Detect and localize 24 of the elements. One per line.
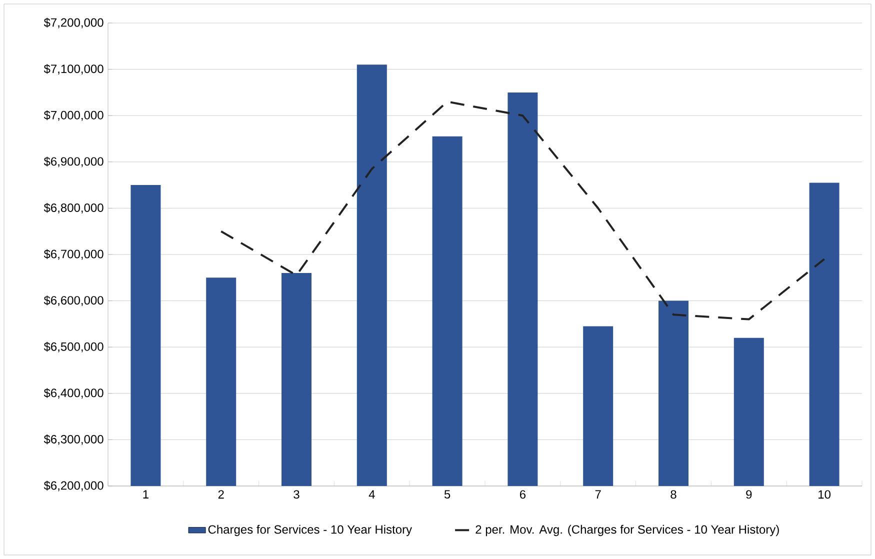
legend-label: 2 per. Mov. Avg. (Charges for Services - 10 Year History) — [476, 524, 779, 536]
x-tick-label: 7 — [595, 490, 601, 498]
y-tick-label: $6,800,000 — [44, 202, 104, 214]
legend-label: Charges for Services - 10 Year History — [208, 524, 412, 536]
x-tick-label: 2 — [218, 490, 224, 499]
y-tick-label: $7,100,000 — [44, 64, 104, 75]
x-tick-label: 5 — [444, 490, 450, 499]
x-tick-label: 8 — [670, 490, 676, 499]
x-tick-label: 10 — [818, 490, 831, 499]
y-tick-label: $6,200,000 — [44, 480, 104, 492]
y-tick-label: $6,900,000 — [44, 156, 104, 168]
x-tick-label: 3 — [294, 490, 300, 499]
y-tick-label: $6,700,000 — [44, 249, 104, 260]
y-tick-label: $7,200,000 — [44, 18, 104, 28]
y-tick-label: $6,300,000 — [44, 434, 104, 445]
line-series — [220, 100, 826, 320]
x-tick-label: 6 — [520, 490, 526, 499]
y-tick-label: $6,600,000 — [44, 296, 104, 306]
x-tick-label: 4 — [368, 490, 375, 498]
y-tick-label: $7,000,000 — [44, 110, 104, 121]
x-tick-label: 9 — [746, 490, 752, 499]
x-tick-label: 1 — [143, 490, 148, 498]
y-tick-label: $6,400,000 — [44, 388, 104, 399]
y-tick-label: $6,500,000 — [44, 342, 104, 352]
